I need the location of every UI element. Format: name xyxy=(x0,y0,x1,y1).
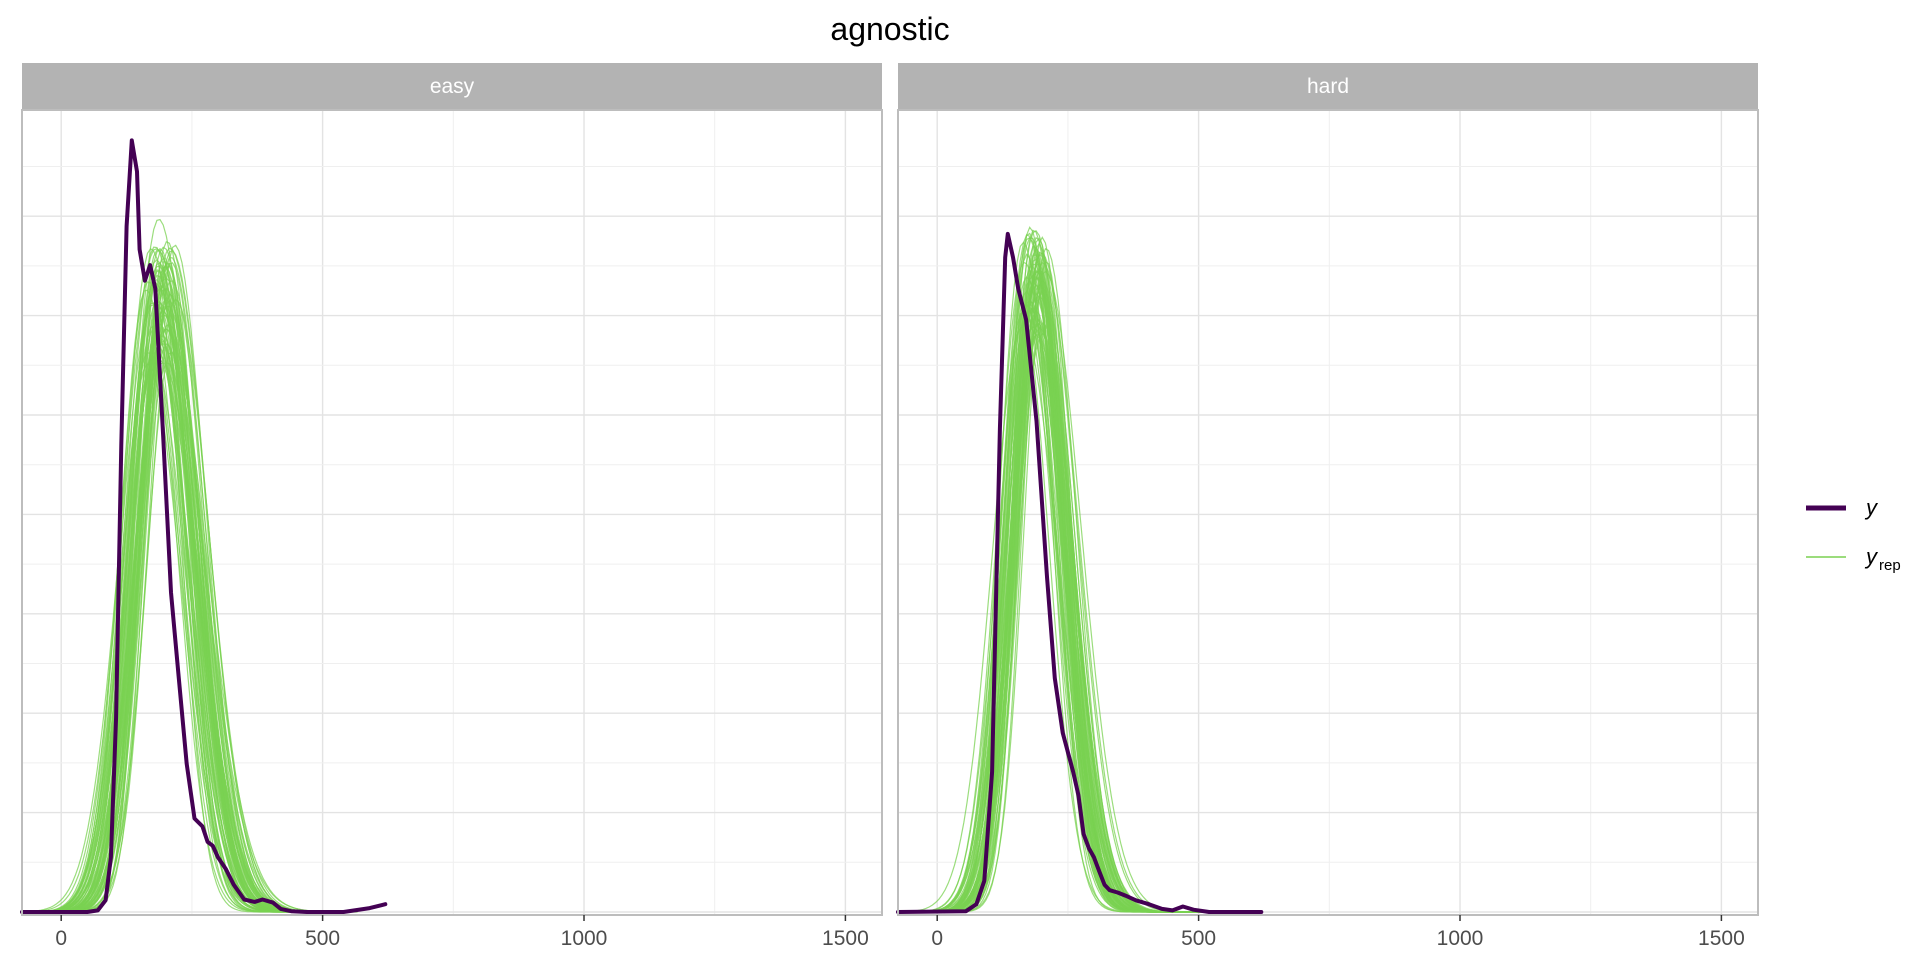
y-line-easy xyxy=(20,138,388,914)
panel-easy: easy 0 500 1000 1500 xyxy=(20,63,883,950)
x-tick-label: 500 xyxy=(305,927,340,950)
chart-title: agnostic xyxy=(830,11,949,47)
yrep-line xyxy=(898,284,1218,913)
legend-label-subscript: rep xyxy=(1879,557,1901,574)
legend-label: y xyxy=(1864,544,1879,569)
panels-layer: easy 0 500 1000 1500 hard 0 500 1000 1500 xyxy=(20,63,1759,950)
legend-item-y: y xyxy=(1806,495,1879,520)
facet-strip-hard xyxy=(898,63,1758,109)
panel-border xyxy=(897,109,1759,916)
x-tick-label: 1000 xyxy=(561,927,608,950)
facet-label-easy: easy xyxy=(430,75,475,98)
x-tick-label: 500 xyxy=(1181,927,1216,950)
panel-background xyxy=(898,110,1758,915)
x-tick-label: 1500 xyxy=(1698,927,1745,950)
panel-hard: hard 0 500 1000 1500 xyxy=(896,63,1759,950)
legend-item-yrep: y rep xyxy=(1806,544,1901,574)
x-tick-label: 1500 xyxy=(822,927,869,950)
facet-strip-easy xyxy=(22,63,882,109)
legend: yy rep xyxy=(1806,495,1901,574)
facet-label-hard: hard xyxy=(1307,75,1349,98)
x-tick-label: 1000 xyxy=(1437,927,1484,950)
y-line-hard xyxy=(896,231,1264,914)
x-tick-label: 0 xyxy=(55,927,67,950)
x-tick-label: 0 xyxy=(931,927,943,950)
panel-border xyxy=(21,109,883,916)
legend-label: y xyxy=(1864,495,1879,520)
